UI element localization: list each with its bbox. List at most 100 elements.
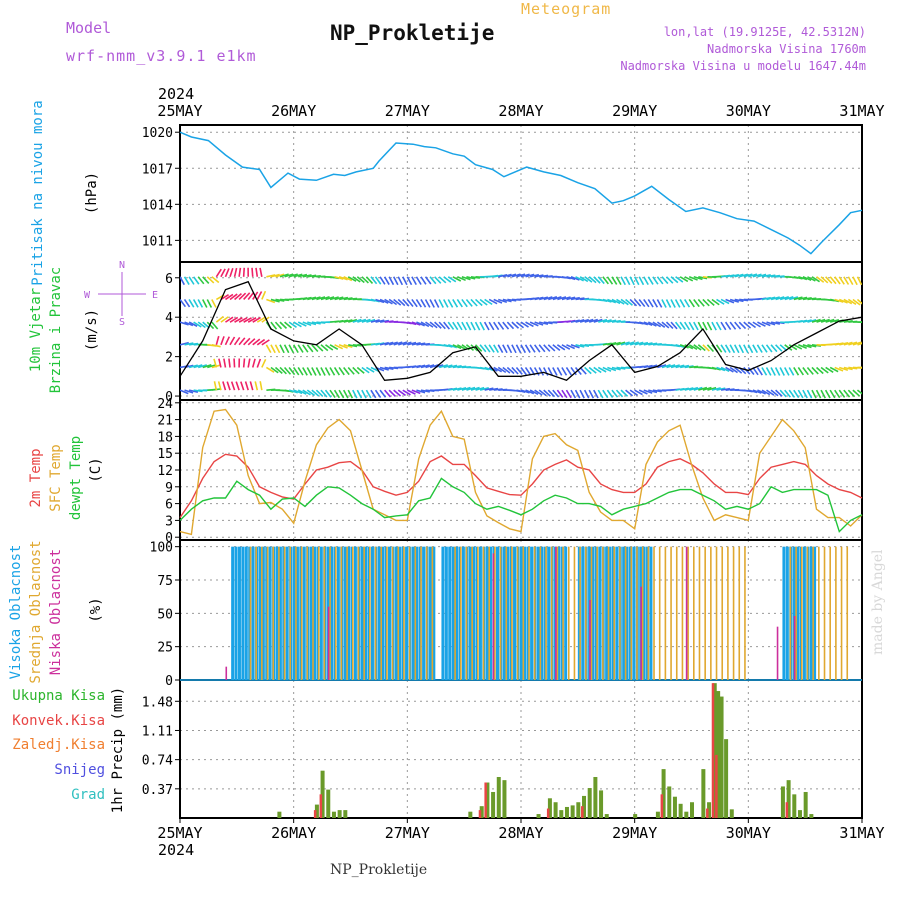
wind-barb — [638, 276, 645, 286]
mid-cloud-bar — [528, 546, 530, 680]
mid-cloud-bar — [585, 546, 587, 680]
precip-total-bar — [570, 805, 575, 818]
precip-total-bar — [672, 796, 677, 818]
wind-barb — [356, 389, 363, 399]
wind-barb — [302, 344, 309, 353]
wind-barb — [720, 298, 730, 305]
wind-barb — [684, 365, 694, 369]
wind-barb — [352, 366, 360, 375]
wind-barb — [547, 367, 554, 376]
wind-barb — [261, 316, 270, 323]
wind-barb — [543, 389, 551, 397]
wind-barb — [238, 317, 248, 323]
high-cloud-bar — [461, 546, 465, 680]
wind-barb — [229, 267, 234, 278]
wind-barb — [843, 276, 850, 285]
wind-barb — [438, 364, 449, 369]
precip-total-bar — [803, 791, 808, 818]
wind-barb — [766, 274, 776, 278]
wind-barb — [434, 321, 442, 329]
wind-barb — [843, 298, 853, 305]
mid-cloud-bar — [698, 546, 701, 680]
wind-barb — [838, 389, 846, 398]
wind-barb — [838, 276, 845, 285]
wind-barb — [584, 366, 592, 375]
wind-barb — [583, 389, 590, 399]
wind-barb — [255, 267, 259, 277]
wind-barb — [584, 276, 593, 283]
wind-barb — [697, 344, 706, 352]
wind-barb — [497, 321, 505, 330]
wind-barb — [597, 276, 605, 285]
wind-barb — [670, 364, 680, 369]
wind-barb — [807, 276, 816, 282]
wind-barb — [356, 276, 365, 284]
wind-barb — [775, 321, 785, 325]
precip-convective-bar — [319, 794, 323, 818]
wind-barb — [520, 366, 527, 376]
wind-barb — [684, 321, 691, 331]
wind-barb — [274, 321, 283, 330]
mid-cloud-bar — [403, 546, 405, 680]
wind-barb — [825, 318, 835, 323]
precip-total-bar — [604, 814, 609, 818]
low-cloud-bar — [555, 546, 557, 680]
x-tick-label-top: 31MAY — [839, 102, 884, 120]
mid-cloud-bar — [704, 546, 706, 680]
wind-barb — [202, 276, 210, 284]
wind-barb — [284, 273, 294, 278]
wind-barb — [816, 366, 824, 375]
high-cloud-bar — [237, 546, 241, 680]
wind-barb — [843, 366, 853, 371]
wind-barb — [638, 389, 648, 395]
mid-cloud-bar — [693, 546, 695, 680]
wind-barb — [793, 389, 800, 399]
wind-barb — [470, 386, 480, 391]
wind-barb — [729, 321, 737, 330]
precip-total-bar — [320, 770, 325, 818]
wind-barb — [629, 341, 639, 346]
precip-total-bar — [729, 809, 734, 818]
wind-barb — [570, 389, 577, 399]
high-cloud-bar — [564, 546, 568, 680]
cloud-axis-label-low: Niska Oblacnost — [48, 549, 64, 675]
mid-cloud-bar — [818, 546, 820, 680]
wind-barb — [284, 321, 293, 329]
wind-barb — [629, 276, 635, 286]
wind-barb — [217, 381, 222, 391]
wind-barb — [593, 389, 599, 399]
wind-barb — [534, 321, 544, 326]
wind-barb — [225, 316, 234, 323]
high-cloud-bar — [347, 546, 351, 680]
wind-barb — [520, 389, 530, 394]
mid-cloud-bar — [380, 546, 383, 680]
wind-barb — [493, 344, 500, 353]
high-cloud-bar — [261, 546, 265, 680]
wind-barb — [202, 299, 208, 308]
wind-barb — [488, 298, 498, 305]
wind-barb — [488, 344, 495, 353]
wind-barb — [425, 321, 434, 328]
x-tick-label-bottom: 30MAY — [726, 824, 771, 842]
mid-cloud-bar — [573, 546, 576, 680]
wind-barb — [761, 344, 768, 353]
wind-barb — [615, 389, 624, 398]
wind-barb — [393, 341, 403, 346]
wind-barb — [507, 298, 517, 302]
wind-barb — [739, 273, 749, 278]
wind-barb — [324, 367, 331, 376]
wind-barb — [357, 318, 367, 323]
wind-barb — [688, 321, 695, 331]
wind-barb — [225, 293, 234, 301]
wind-barb — [338, 296, 349, 301]
y-tick-label: 1014 — [142, 198, 173, 213]
wind-barb — [420, 364, 430, 369]
mid-cloud-bar — [835, 546, 837, 680]
wind-barb — [798, 296, 808, 301]
wind-barb — [456, 299, 463, 308]
wind-barb — [452, 299, 459, 308]
wind-barb — [607, 298, 617, 304]
pressure-unit-label: (hPa) — [84, 172, 100, 214]
mid-cloud-bar — [317, 546, 320, 680]
wind-barb — [370, 319, 380, 323]
